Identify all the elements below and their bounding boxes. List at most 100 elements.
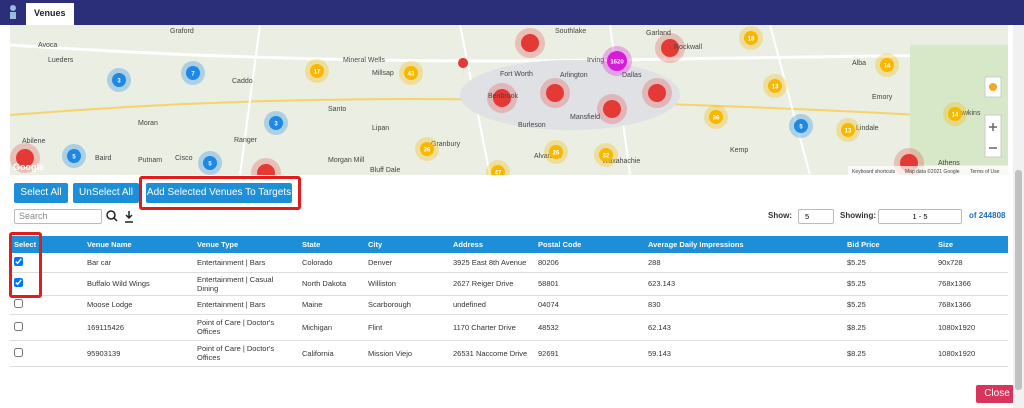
add-venues-button[interactable]: Add Selected Venues To Targets [146,183,292,203]
header-row: Select Venue Name Venue Type State City Addre… [10,236,1008,253]
cluster-label: 13 [845,129,852,135]
cluster[interactable] [794,119,808,133]
cluster[interactable] [709,110,723,124]
place-label: Baird [95,155,111,162]
cluster[interactable] [186,66,200,80]
place-label: Southlake [555,28,586,35]
place-label: Lipan [372,125,389,132]
table-cell: Mission Viejo [364,340,449,367]
scrollbar[interactable] [1013,25,1024,408]
cluster-label: 47 [495,171,502,176]
red-cluster [257,164,275,175]
cluster-label: 3 [117,79,121,85]
table-cell: 26531 Naccome Drive [449,340,534,367]
place-label: Fort Worth [500,71,533,78]
table-cell: 48532 [534,314,644,341]
cluster-label: 5 [72,155,76,161]
column-header: Postal Code [534,236,644,253]
cluster[interactable] [310,64,324,78]
map-footer-text[interactable]: Terms of Use [970,169,1000,175]
table-cell: 1170 Charter Drive [449,314,534,341]
cluster[interactable] [841,123,855,137]
table-cell: Moose Lodge [83,295,193,315]
search-input[interactable]: Search [14,209,102,224]
cluster[interactable] [768,79,782,93]
cluster[interactable] [607,51,627,71]
table-cell: 3925 East 8th Avenue [449,253,534,273]
red-cluster [661,39,679,57]
row-checkbox[interactable] [14,256,23,266]
pin[interactable] [458,58,469,77]
cluster[interactable] [744,31,758,45]
map-footer [848,166,1008,175]
table-cell: 58801 [534,272,644,296]
column-header: Select [10,236,83,253]
zoom-icons [989,123,997,149]
cluster[interactable] [880,58,894,72]
cluster[interactable] [491,165,505,175]
place-label: Benbrook [488,93,518,100]
search-icons [106,210,133,223]
select-cell [10,253,83,273]
place-label: Athens [938,160,960,167]
table-cell: Entertainment | Bars [193,295,298,315]
row-checkbox[interactable] [14,321,23,331]
row-checkbox[interactable] [14,347,23,357]
table-cell: Michigan [298,314,364,341]
row-checkbox[interactable] [14,299,23,308]
map-footer-text[interactable]: Keyboard shortcuts [852,169,896,175]
table-row: 95903139 Point of Care | Doctor's Offices… [10,340,1008,367]
highlight-box [9,232,42,298]
cluster[interactable] [549,145,563,159]
map-logo: Google [13,162,44,172]
column-header: Address [449,236,534,253]
zoom-control[interactable] [984,114,1002,158]
total-count: of 244808 [969,211,1006,220]
table-cell: 768x1366 [934,295,1008,315]
row-checkbox[interactable] [14,278,23,287]
table-cell: Denver [364,253,449,273]
cluster-label: 43 [408,72,415,78]
unselect-all-button[interactable]: UnSelect All [73,183,139,203]
cluster[interactable] [404,66,418,80]
table-cell: 288 [644,253,843,273]
red-cluster [16,149,34,167]
red-cluster [493,89,511,107]
column-header: Average Daily Impressions [644,236,843,253]
cluster-label: 32 [603,154,610,160]
close-button[interactable]: Close [976,385,1018,403]
table-cell: 95903139 [83,340,193,367]
cluster[interactable] [203,156,217,170]
select-cell [10,314,83,341]
tab[interactable]: Venues [26,3,74,25]
table-cell: $5.25 [843,253,934,273]
place-label: Mansfield [570,114,600,121]
place-label: Putnam [138,157,162,164]
cluster[interactable] [420,142,434,156]
place-label: Morgan Mill [328,157,365,164]
column-header: State [298,236,364,253]
show-select[interactable]: 5 [798,209,834,224]
table-cell: $5.25 [843,272,934,296]
logo [10,5,16,19]
column-header: Venue Type [193,236,298,253]
showing-label: Showing: [840,211,876,220]
select-all-button[interactable]: Select All [14,183,68,203]
showing-select[interactable]: 1 - 5 [878,209,962,224]
place-label: Dallas [622,72,642,79]
cluster[interactable] [67,149,81,163]
table-row: Buffalo Wild Wings Entertainment | Casual… [10,272,1008,296]
cluster[interactable] [269,116,283,130]
place-label: Burleson [518,122,546,129]
cluster[interactable] [948,107,962,121]
column-header: Size [934,236,1008,253]
table-cell: 62.143 [644,314,843,341]
place-label: Waxahachie [602,158,640,165]
cluster[interactable] [112,73,126,87]
map-footer-text[interactable]: Map data ©2021 Google [905,168,960,175]
column-header: Bid Price [843,236,934,253]
cluster-label: 13 [772,85,779,91]
cluster[interactable] [599,148,613,162]
